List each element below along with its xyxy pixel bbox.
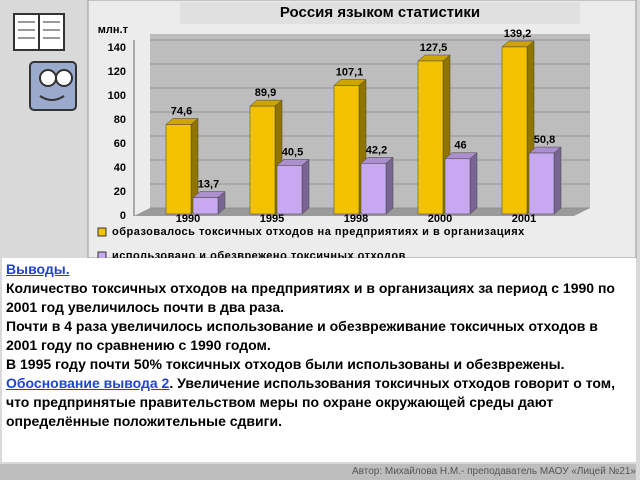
value-label: 40,5 — [282, 146, 303, 158]
x-tick-label: 1995 — [260, 213, 284, 225]
x-tick-label: 1990 — [176, 213, 200, 225]
legend-swatch — [97, 227, 107, 237]
y-tick-label: 100 — [108, 90, 126, 102]
point: Почти в 4 раза увеличилось использование… — [6, 318, 598, 353]
bar-side — [469, 152, 478, 215]
title-band — [180, 2, 580, 24]
link[interactable]: Обоснование вывода 2 — [6, 375, 170, 391]
point: Количество токсичных отходов на предприя… — [6, 280, 615, 315]
conclusions: Выводы. Количество токсичных отходов на … — [2, 258, 636, 462]
y-tick-label: 60 — [114, 138, 126, 150]
value-label: 139,2 — [504, 28, 532, 40]
value-label: 42,2 — [366, 144, 387, 156]
x-tick-label: 2000 — [428, 213, 452, 225]
footer: Автор: Михайлова Н.М.- преподаватель МАО… — [0, 464, 636, 480]
paragraph: Обоснование вывода 2. Увеличение использ… — [6, 374, 632, 431]
text: . Увеличение использования токсичных отх… — [6, 375, 615, 429]
bar — [192, 197, 219, 215]
bar-side — [553, 146, 562, 215]
chart-title: Россия языком статистики — [280, 4, 480, 21]
face-icon — [29, 61, 77, 111]
book-icon — [13, 13, 65, 51]
value-label: 50,8 — [534, 134, 555, 146]
bar — [333, 85, 360, 215]
y-tick-label: 0 — [120, 210, 126, 222]
y-tick-label: 80 — [114, 114, 126, 126]
y-unit: млн.т — [98, 24, 129, 36]
bar — [249, 105, 276, 215]
bar-side — [385, 156, 394, 215]
value-label: 13,7 — [198, 178, 219, 190]
bar-side — [301, 158, 310, 215]
value-label: 127,5 — [420, 42, 448, 54]
legend-swatch — [97, 251, 107, 260]
bar — [165, 124, 192, 215]
x-tick-label: 2001 — [512, 213, 536, 225]
legend-label: образовалось токсичных отходов на предпр… — [112, 226, 525, 238]
value-label: 89,9 — [255, 87, 276, 99]
bar — [501, 46, 528, 215]
x-tick-label: 1998 — [344, 213, 368, 225]
bar — [417, 60, 444, 215]
y-tick-label: 140 — [108, 42, 126, 54]
bar — [360, 163, 387, 215]
y-tick-label: 40 — [114, 162, 126, 174]
value-label: 74,6 — [171, 105, 192, 117]
y-tick-label: 20 — [114, 186, 126, 198]
y-tick-label: 120 — [108, 66, 126, 78]
point: В 1995 году почти 50% токсичных отходов … — [6, 356, 565, 372]
bar — [276, 165, 303, 215]
value-label: 46 — [454, 140, 466, 152]
bar — [528, 152, 555, 215]
heading: Выводы. — [6, 261, 70, 277]
value-label: 107,1 — [336, 66, 364, 78]
chart: Россия языком статистики млн.т 0 20 40 60 80… — [13, 0, 637, 260]
bar — [444, 158, 471, 215]
